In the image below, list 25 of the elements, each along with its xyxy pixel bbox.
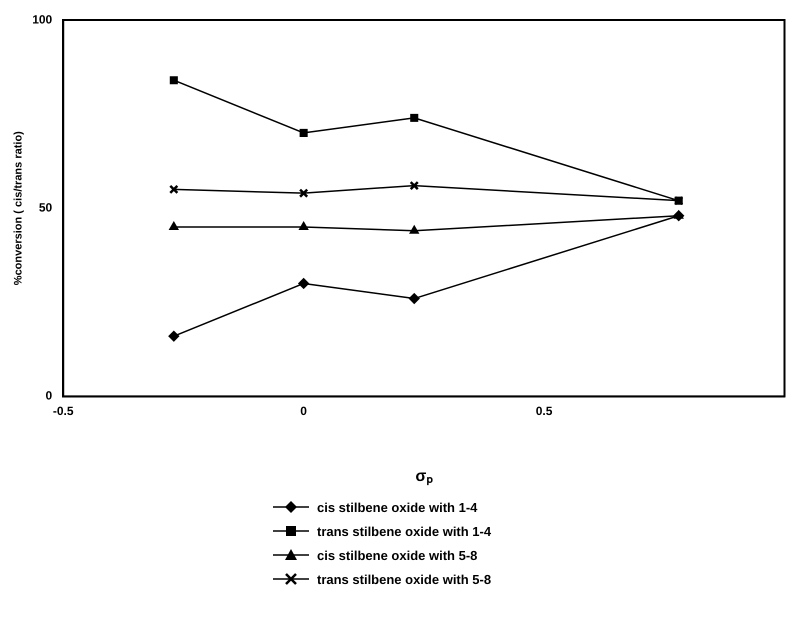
point bbox=[169, 184, 179, 194]
legend-label: trans stilbene oxide with 5-8 bbox=[317, 572, 492, 586]
point bbox=[298, 188, 308, 198]
y-tick-label: 50 bbox=[38, 200, 53, 215]
point bbox=[168, 330, 180, 342]
point bbox=[170, 76, 178, 84]
y-tick-label: 100 bbox=[32, 12, 53, 26]
point bbox=[298, 222, 308, 230]
x-axis-title: σₚ bbox=[415, 468, 434, 486]
y-axis-title: %conversion ( cis/trans ratio) bbox=[12, 130, 25, 286]
point bbox=[168, 222, 179, 230]
point bbox=[410, 114, 418, 122]
point bbox=[298, 278, 310, 289]
legend-label: cis stilbene oxide with 5-8 bbox=[317, 548, 478, 562]
x-tick-label: 0 bbox=[300, 404, 308, 418]
legend-label: cis stilbene oxide with 1-4 bbox=[317, 500, 478, 514]
x-tick-label: -0.5 bbox=[52, 404, 74, 418]
y-tick-label: 0 bbox=[46, 388, 53, 403]
point bbox=[673, 210, 684, 222]
x-tick-label: 0.5 bbox=[536, 404, 553, 418]
point bbox=[409, 180, 420, 190]
point bbox=[409, 225, 420, 234]
legend-label: trans stilbene oxide with 1-4 bbox=[317, 524, 492, 538]
point bbox=[408, 293, 420, 304]
point bbox=[300, 128, 308, 137]
